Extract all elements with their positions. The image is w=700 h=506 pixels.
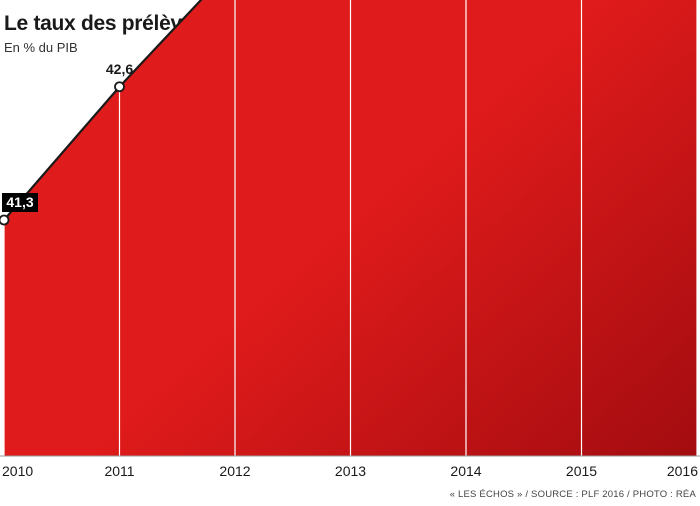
source-note: « LES ÉCHOS » / SOURCE : PLF 2016 / PHOT…: [449, 489, 696, 500]
x-tick-label-2012: 2012: [219, 463, 250, 479]
data-point-2010: [0, 214, 10, 226]
x-tick-label-2014: 2014: [450, 463, 481, 479]
x-tick-label-2015: 2015: [566, 463, 597, 479]
x-tick-label-2016: 2016: [667, 463, 698, 479]
x-tick-label-2013: 2013: [335, 463, 366, 479]
x-tick-label-2010: 2010: [2, 463, 33, 479]
data-label-2010: 41,3: [6, 194, 33, 210]
data-label-2011: 42,6: [106, 61, 133, 77]
data-point-2011: [114, 81, 125, 93]
chart-subtitle: En % du PIB: [4, 40, 78, 55]
x-tick-label-2011: 2011: [104, 463, 134, 479]
data-label-box-2010: [2, 193, 38, 212]
